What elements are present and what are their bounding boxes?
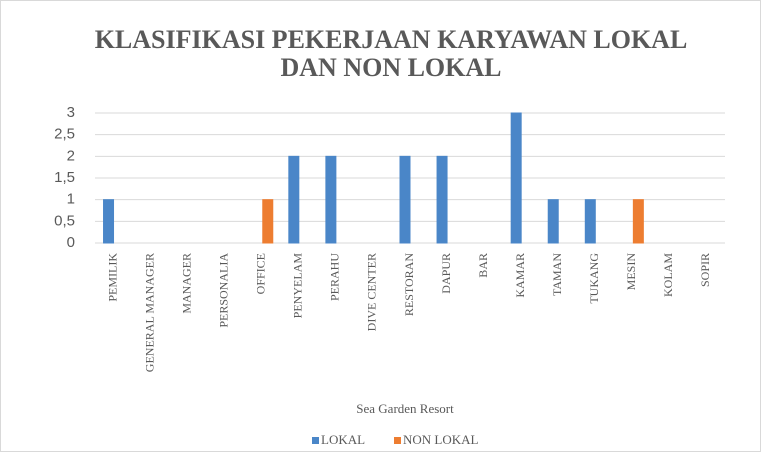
bar xyxy=(584,199,596,244)
x-tick-label: MESIN xyxy=(624,253,638,291)
x-tick-label: MANAGER xyxy=(179,253,193,314)
y-tick-label: 2,5 xyxy=(54,126,75,143)
bar xyxy=(325,155,337,244)
x-tick-label: TUKANG xyxy=(587,253,601,304)
bar xyxy=(288,155,300,244)
bar xyxy=(547,199,559,244)
x-axis-label: Sea Garden Resort xyxy=(356,401,454,416)
x-tick-label: PENYELAM xyxy=(291,253,305,319)
bar xyxy=(510,112,522,244)
x-tick-label: PERSONALIA xyxy=(216,253,230,328)
x-tick-label: GENERAL MANAGER xyxy=(142,253,156,372)
y-tick-label: 0 xyxy=(67,234,75,251)
x-tick-label: PERAHU xyxy=(328,253,342,301)
bar xyxy=(399,155,411,244)
x-tick-label: TAMAN xyxy=(550,253,564,296)
x-tick-label: SOPIR xyxy=(698,253,712,287)
x-tick-label: PEMILIK xyxy=(105,253,119,302)
x-tick-label: KOLAM xyxy=(661,253,675,297)
legend-swatch xyxy=(312,437,319,444)
y-tick-label: 3 xyxy=(67,104,75,121)
y-tick-label: 1,5 xyxy=(54,169,75,186)
bar xyxy=(436,155,448,244)
x-tick-label: DAPUR xyxy=(439,253,453,294)
y-tick-label: 0,5 xyxy=(54,212,75,229)
x-tick-label: OFFICE xyxy=(254,253,268,294)
legend-label: LOKAL xyxy=(321,432,365,447)
y-tick-label: 1 xyxy=(67,191,75,208)
bar xyxy=(632,199,644,244)
y-tick-label: 2 xyxy=(67,147,75,164)
chart-title: KLASIFIKASI PEKERJAAN KARYAWAN LOKAL DAN… xyxy=(94,25,688,82)
x-tick-label: DIVE CENTER xyxy=(365,253,379,331)
x-tick-label: RESTORAN xyxy=(402,253,416,316)
bar xyxy=(262,199,274,244)
legend-swatch xyxy=(394,437,401,444)
bar xyxy=(103,199,115,244)
x-tick-label: KAMAR xyxy=(513,253,527,298)
x-tick-label: BAR xyxy=(476,253,490,278)
legend-label: NON LOKAL xyxy=(403,432,479,447)
